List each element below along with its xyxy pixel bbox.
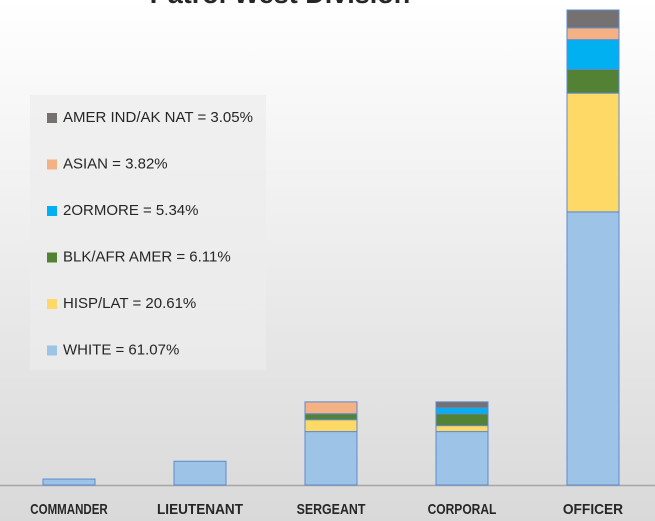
legend-label: AMER IND/AK NAT = 3.05%	[63, 109, 253, 126]
legend-swatch	[47, 113, 57, 123]
legend-label: BLK/AFR AMER = 6.11%	[63, 248, 231, 265]
x-tick-label: LIEUTENANT	[157, 501, 243, 518]
bar-segment	[173, 460, 227, 486]
x-tick-label: CORPORAL	[428, 501, 497, 518]
bar-segment	[435, 425, 489, 433]
legend-swatch	[47, 252, 57, 263]
bar-segment	[566, 9, 620, 29]
bar-segment	[304, 401, 358, 415]
bar-segment	[435, 407, 489, 415]
bar-segment	[566, 68, 620, 94]
legend-swatch	[47, 206, 57, 216]
legend-label: WHITE = 61.07%	[63, 341, 179, 358]
bar-segment	[435, 401, 489, 409]
legend-label: HISP/LAT = 20.61%	[63, 295, 196, 312]
chart-title: Patrol West Division	[150, 0, 411, 9]
bar-segment	[304, 419, 358, 433]
bar-segment	[42, 478, 96, 486]
legend-box	[30, 95, 266, 370]
legend-swatch	[47, 299, 57, 309]
bar-segment	[566, 27, 620, 41]
bar-segment	[566, 39, 620, 70]
legend-swatch	[47, 345, 57, 356]
legend-swatch	[47, 159, 57, 170]
bar-segment	[435, 413, 489, 427]
x-tick-label: OFFICER	[563, 501, 623, 518]
bar-segment	[566, 211, 620, 486]
bar-segment	[435, 431, 489, 486]
x-tick-label: COMMANDER	[30, 501, 108, 518]
legend-label: ASIAN = 3.82%	[63, 155, 168, 172]
x-tick-label: SERGEANT	[297, 501, 366, 518]
bar-segment	[304, 431, 358, 486]
legend-label: 2ORMORE = 5.34%	[63, 202, 198, 219]
bar-segment	[566, 92, 620, 213]
bar-segment	[304, 413, 358, 421]
